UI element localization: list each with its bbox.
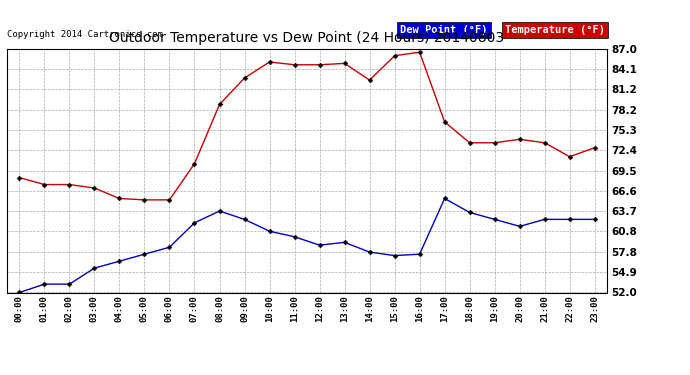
Text: Copyright 2014 Cartronics.com: Copyright 2014 Cartronics.com: [7, 30, 163, 39]
Title: Outdoor Temperature vs Dew Point (24 Hours) 20140803: Outdoor Temperature vs Dew Point (24 Hou…: [110, 31, 504, 45]
Text: Temperature (°F): Temperature (°F): [505, 26, 605, 35]
Text: Dew Point (°F): Dew Point (°F): [400, 26, 488, 35]
